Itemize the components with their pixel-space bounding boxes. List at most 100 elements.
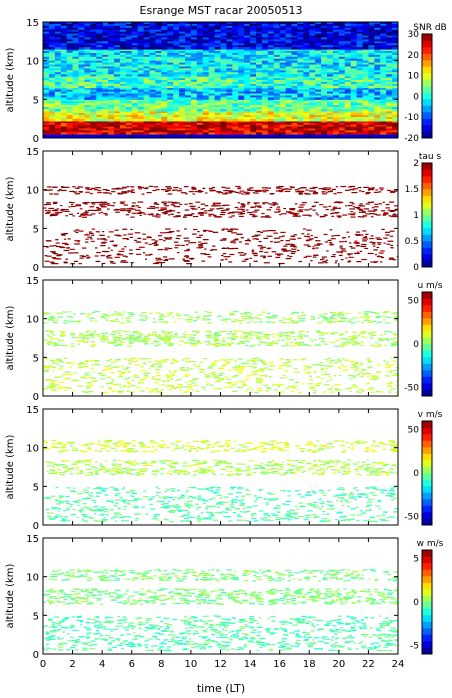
heatmap-cell: [327, 76, 334, 79]
heatmap-cell: [179, 22, 186, 25]
heatmap-cell: [338, 51, 346, 54]
heatmap-cell: [155, 107, 162, 110]
heatmap-cell: [66, 132, 74, 135]
heatmap-cell: [315, 49, 322, 52]
heatmap-cell: [48, 78, 56, 81]
scatter-point: [239, 241, 242, 243]
heatmap-cell: [380, 99, 387, 102]
heatmap-cell: [250, 68, 257, 71]
heatmap-cell: [309, 101, 316, 104]
heatmap-cell: [208, 66, 216, 69]
scatter-point: [229, 192, 233, 194]
heatmap-cell: [108, 93, 115, 96]
scatter-point: [54, 214, 58, 216]
heatmap-cell: [267, 52, 275, 56]
scatter-point: [50, 365, 54, 367]
heatmap-cell: [137, 87, 145, 91]
heatmap-cell: [202, 25, 210, 29]
heatmap-cell: [72, 27, 79, 31]
scatter-point: [323, 365, 330, 367]
scatter-point: [369, 188, 374, 191]
scatter-point: [378, 203, 382, 205]
scatter-point: [231, 240, 236, 242]
heatmap-cell: [250, 74, 257, 77]
heatmap-cell: [43, 27, 50, 31]
heatmap-cell: [315, 39, 322, 42]
heatmap-cell: [179, 89, 186, 93]
scatter-point: [247, 211, 253, 214]
heatmap-cell: [315, 130, 322, 133]
heatmap-cell: [143, 114, 150, 118]
heatmap-cell: [66, 74, 74, 77]
heatmap-cell: [356, 51, 363, 54]
heatmap-cell: [179, 60, 186, 64]
heatmap-cell: [60, 39, 68, 42]
scatter-point: [276, 206, 281, 208]
heatmap-cell: [285, 91, 292, 95]
scatter-point: [267, 247, 272, 249]
heatmap-cell: [196, 43, 204, 46]
heatmap-cell: [131, 27, 139, 31]
heatmap-cell: [356, 80, 363, 83]
heatmap-cell: [285, 27, 292, 31]
scatter-point: [111, 205, 115, 207]
heatmap-cell: [84, 93, 91, 96]
heatmap-cell: [392, 110, 398, 114]
colorbar-segment: [422, 221, 432, 229]
heatmap-cell: [392, 29, 398, 33]
heatmap-cell: [143, 99, 150, 102]
colorbar-tick-label: -20: [404, 134, 419, 144]
scatter-point: [66, 247, 70, 249]
scatter-point: [160, 209, 165, 211]
heatmap-cell: [356, 29, 363, 33]
heatmap-cell: [350, 89, 358, 93]
scatter-point: [43, 388, 49, 390]
heatmap-cell: [226, 37, 233, 40]
heatmap-cell: [244, 124, 251, 128]
scatter-point: [252, 214, 256, 216]
heatmap-cell: [102, 130, 109, 133]
heatmap-cell: [386, 85, 393, 89]
heatmap-cell: [119, 23, 127, 27]
scatter-point: [149, 253, 153, 255]
heatmap-cell: [297, 116, 304, 120]
heatmap-cell: [267, 43, 275, 46]
heatmap-cell: [155, 103, 162, 106]
heatmap-cell: [173, 87, 180, 91]
heatmap-cell: [273, 74, 281, 77]
heatmap-cell: [368, 128, 375, 131]
scatter-point: [215, 191, 221, 193]
heatmap-cell: [208, 93, 216, 96]
heatmap-cell: [226, 85, 233, 89]
heatmap-cell: [60, 76, 68, 79]
scatter-point: [376, 242, 382, 244]
heatmap-cell: [392, 132, 398, 135]
heatmap-cell: [267, 103, 275, 106]
heatmap-cell: [238, 105, 245, 108]
heatmap-cell: [356, 62, 363, 66]
heatmap-cell: [226, 99, 233, 102]
heatmap-cell: [179, 126, 186, 129]
heatmap-cell: [315, 128, 322, 131]
heatmap-cell: [72, 120, 79, 124]
heatmap-cell: [108, 23, 115, 27]
scatter-point: [60, 233, 66, 235]
heatmap-cell: [108, 109, 115, 112]
heatmap-cell: [173, 54, 180, 58]
scatter-point: [192, 379, 196, 381]
heatmap-cell: [173, 23, 180, 27]
heatmap-cell: [114, 74, 121, 77]
heatmap-cell: [173, 85, 180, 89]
heatmap-cell: [202, 72, 210, 75]
heatmap-cell: [344, 64, 352, 67]
heatmap-cell: [43, 105, 50, 108]
heatmap-cell: [350, 110, 358, 114]
scatter-point: [359, 250, 363, 253]
heatmap-cell: [327, 97, 334, 100]
heatmap-cell: [297, 85, 304, 89]
heatmap-cell: [309, 58, 316, 62]
heatmap-cell: [232, 22, 239, 25]
scatter-point: [357, 216, 361, 218]
heatmap-cell: [60, 114, 68, 118]
heatmap-cell: [78, 54, 85, 58]
